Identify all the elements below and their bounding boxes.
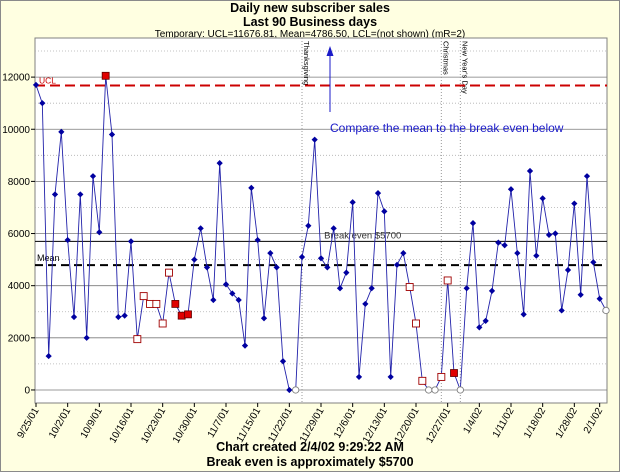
plot-area [34,37,608,404]
data-point [577,291,584,298]
data-point-flagged [139,292,148,301]
data-point-flagged [412,319,420,328]
data-point [362,300,369,308]
data-point [336,285,344,292]
data-point [368,285,375,292]
y-tick-label: 12000 [2,73,30,84]
data-point [279,358,287,365]
x-tick-label: 10/2/01 [47,406,73,441]
y-tick-label: 10000 [2,125,30,136]
ucl-label: UCL [39,76,56,86]
data-point [355,373,363,381]
data-point [476,324,483,331]
data-point [507,186,515,193]
data-point [463,285,470,292]
data-point [96,229,103,236]
data-point [273,264,280,271]
x-tick-label: 10/9/01 [79,406,105,441]
x-tick-label: 11/7/01 [206,406,232,440]
mean-label: Mean [37,253,60,263]
x-tick-label: 11/22/01 [266,406,295,445]
x-tick-label: 1/28/02 [554,406,580,441]
break-even-label: Break even $5700 [324,230,401,241]
y-tick-label: 0 [24,385,30,396]
data-point-flagged [437,372,446,381]
data-point-zero [292,386,300,394]
x-tick-label: 11/15/01 [235,406,264,445]
data-point-zero [602,306,610,315]
data-point [108,131,116,138]
data-point [39,100,46,107]
data-point [58,128,65,135]
data-point [286,386,293,394]
chart-subtitle: Last 90 Business days [242,15,378,29]
x-tick-label: 1/11/02 [491,406,517,440]
chart-footer-break-even: Break even is approximately $5700 [206,455,414,469]
annotation-arrowhead [326,46,334,56]
data-point-flagged [152,299,161,308]
y-tick-label: 8000 [8,177,31,188]
chart-title: Daily new subscriber sales [230,1,390,15]
data-point [254,236,261,244]
y-tick-label: 4000 [8,281,31,292]
data-point [77,191,84,198]
data-point [64,236,71,244]
holiday-label: Thanksgiving [302,41,311,85]
data-point-zero [425,386,433,394]
chart-footer-created: Chart created 2/4/02 9:29:22 AM [216,440,404,454]
data-point-flagged [418,376,427,385]
data-point-signal [171,300,180,308]
data-point [127,238,135,245]
data-point [343,269,350,276]
x-tick-label: 2/1/02 [582,406,606,436]
annotation-text: Compare the mean to the break even below [330,121,564,135]
x-tick-label: 11/29/01 [298,406,327,445]
data-point [235,296,242,304]
holiday-label: New Year's Day [460,41,469,94]
data-point [564,266,572,274]
data-point-signal [184,310,192,319]
data-point [488,287,496,295]
data-point-zero [456,386,464,394]
data-point [324,264,331,271]
data-point [317,255,325,262]
data-point [495,239,502,246]
data-point [387,373,394,381]
data-point-flagged [443,276,452,285]
data-point [89,173,97,180]
data-point-flagged [133,335,142,344]
data-point [393,261,401,268]
x-tick-label: 9/25/01 [15,406,41,441]
data-point-signal [101,71,110,80]
holiday-label: Christmas [441,41,450,75]
data-point [51,191,59,198]
data-point-flagged [405,283,414,291]
data-point [482,317,489,324]
chart-stats-line: Temporary: UCL=11676.81, Mean=4786.50, L… [154,29,466,40]
x-tick-label: 1/18/02 [522,406,548,441]
y-tick-label: 6000 [8,229,31,240]
y-tick-label: 2000 [8,333,31,344]
x-tick-label: 12/6/01 [332,406,358,441]
data-point-zero [431,386,439,394]
data-point-signal [450,369,458,377]
x-tick-label: 1/4/02 [461,406,485,436]
data-point-flagged [158,319,167,328]
data-point [533,252,540,259]
data-point-flagged [165,268,173,277]
data-point [260,315,268,322]
